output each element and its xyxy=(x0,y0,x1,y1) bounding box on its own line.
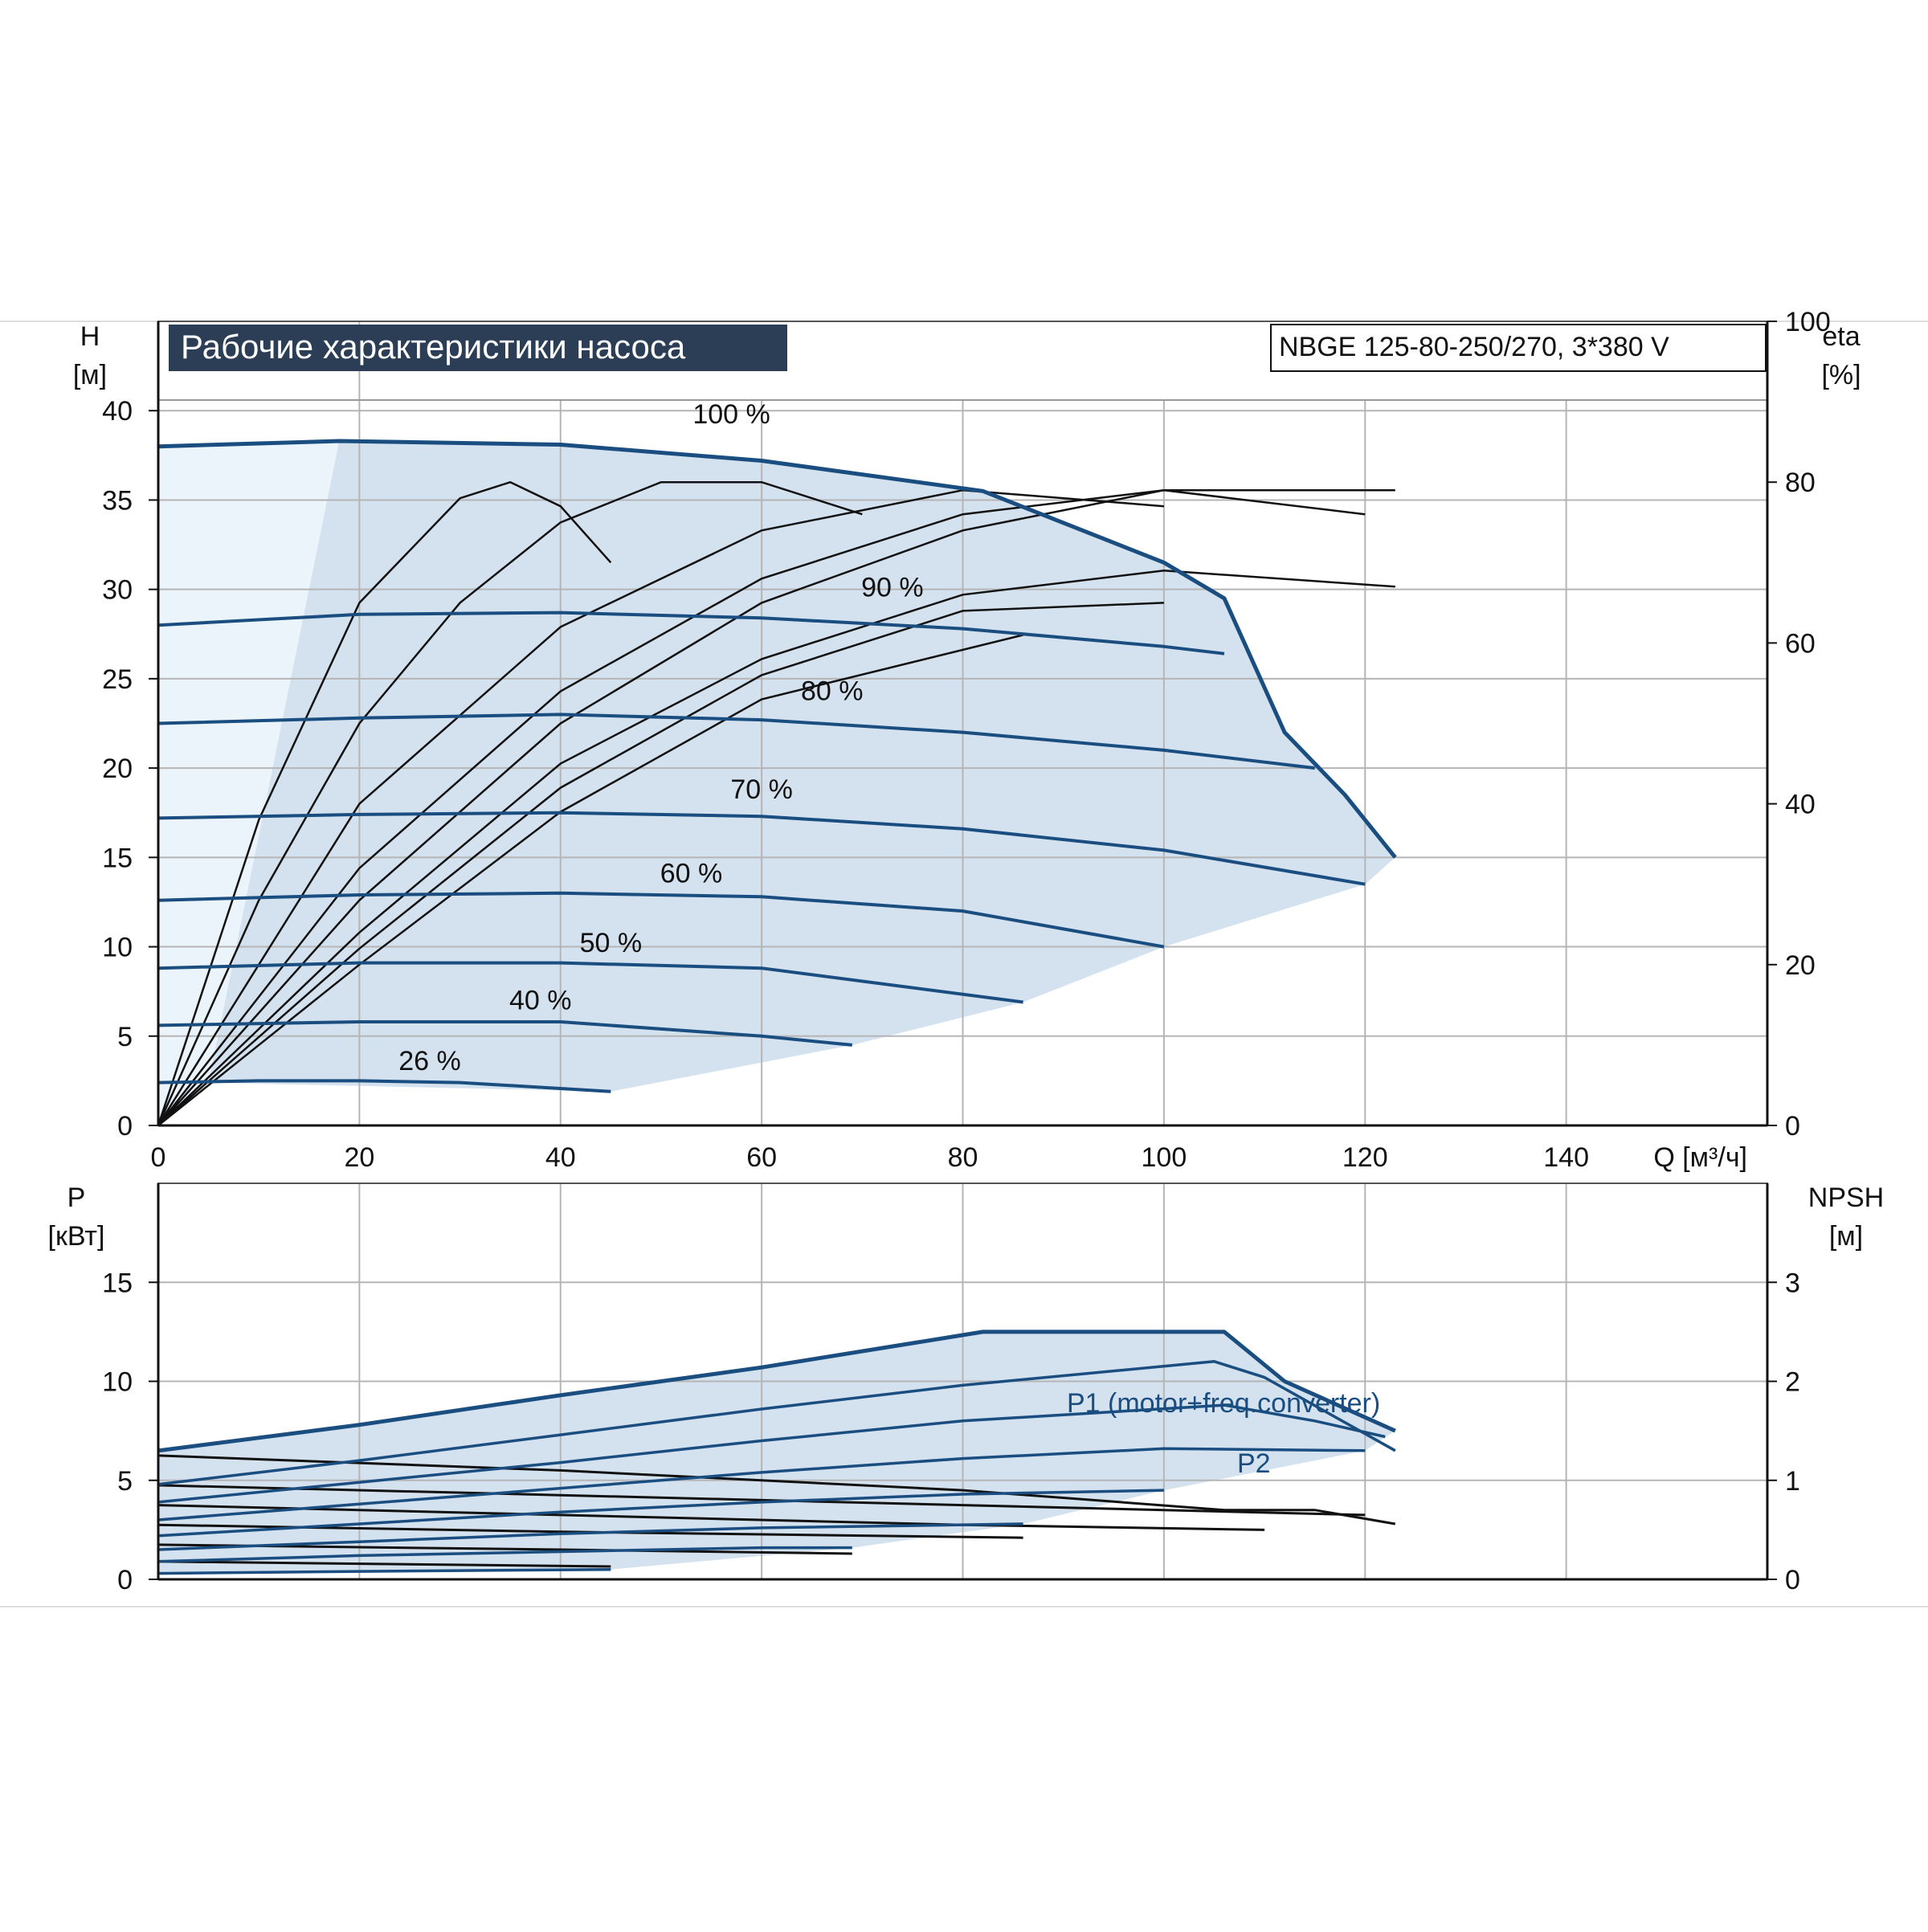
eta-tick-label: 100 xyxy=(1785,307,1831,337)
speed-label: 26 % xyxy=(398,1046,461,1076)
head-axis-label: H xyxy=(80,321,100,352)
efficiency-axis-label: eta xyxy=(1822,321,1860,352)
x-tick-label: 20 xyxy=(344,1142,374,1173)
eta-tick-label: 80 xyxy=(1785,468,1816,498)
npsh-curve xyxy=(157,1560,611,1568)
p-tick-label: 10 xyxy=(102,1367,133,1398)
npsh-tick-label: 0 xyxy=(1785,1565,1800,1595)
head-curve xyxy=(157,439,1397,859)
speed-label: 40 % xyxy=(509,985,572,1015)
p1-label: P1 (motor+freq.converter) xyxy=(1067,1388,1380,1419)
power-curve xyxy=(157,1447,1366,1522)
head-curve xyxy=(157,891,1165,949)
head-curve xyxy=(157,961,1023,1004)
head-curves: 100 % 90 % 80 % 70 % 60 % 50 % 40 % 26 % xyxy=(157,399,1397,1093)
power-curve xyxy=(157,1489,1164,1538)
y-tick-label: 40 xyxy=(102,396,133,427)
x-tick-label: 0 xyxy=(151,1142,166,1173)
speed-label: 50 % xyxy=(580,928,643,958)
p-tick-label: 5 xyxy=(117,1466,133,1497)
power-axis-label: P xyxy=(67,1182,86,1213)
npsh-curve xyxy=(157,1504,1265,1531)
flow-axis-label: Q [м³/ч] xyxy=(1653,1142,1747,1173)
power-curve xyxy=(157,1546,852,1563)
power-curve xyxy=(157,1330,1396,1453)
efficiency-curve xyxy=(157,602,1164,1126)
y-tick-label: 15 xyxy=(102,843,133,873)
npsh-curve xyxy=(157,1543,852,1555)
eta-tick-label: 60 xyxy=(1785,628,1816,659)
chart-title-box xyxy=(169,325,787,371)
head-curve xyxy=(157,1079,611,1093)
power-curve xyxy=(157,1567,611,1575)
y-tick-label: 0 xyxy=(117,1111,133,1142)
power-axis-unit: [кВт] xyxy=(48,1221,105,1252)
power-axis-ticks: 0 5 10 15 0 1 2 3 xyxy=(102,1268,1800,1595)
operating-area-light-band xyxy=(158,441,340,1125)
efficiency-curve xyxy=(157,488,1395,1126)
y-tick-label: 20 xyxy=(102,754,133,784)
npsh-curve xyxy=(157,1484,1366,1517)
npsh-tick-label: 1 xyxy=(1785,1466,1800,1497)
power-curves xyxy=(157,1330,1396,1575)
eta-tick-label: 40 xyxy=(1785,790,1816,820)
x-tick-label: 140 xyxy=(1543,1142,1589,1173)
speed-label: 100 % xyxy=(692,399,770,430)
chart-title: Рабочие характеристики насоса xyxy=(181,328,686,366)
head-curve xyxy=(157,611,1225,656)
npsh-tick-label: 3 xyxy=(1785,1268,1800,1298)
p-tick-label: 0 xyxy=(117,1565,133,1595)
head-grid xyxy=(158,321,1767,1125)
x-tick-label: 60 xyxy=(746,1142,777,1173)
npsh-axis-label: NPSH xyxy=(1808,1182,1884,1213)
model-label: NBGE 125-80-250/270, 3*380 V xyxy=(1279,332,1669,362)
y-tick-label: 25 xyxy=(102,664,133,695)
speed-label: 60 % xyxy=(660,858,723,888)
p2-label: P2 xyxy=(1237,1448,1271,1479)
efficiency-curve xyxy=(157,570,1395,1126)
model-label-box xyxy=(1270,324,1767,372)
npsh-axis-unit: [м] xyxy=(1829,1221,1863,1252)
efficiency-curves xyxy=(157,480,1395,1126)
speed-label: 90 % xyxy=(861,573,924,603)
x-tick-label: 80 xyxy=(948,1142,978,1173)
power-curve xyxy=(157,1403,1386,1504)
x-tick-label: 120 xyxy=(1342,1142,1388,1173)
speed-label: 80 % xyxy=(801,676,864,707)
power-curve xyxy=(157,1522,1023,1551)
y-tick-label: 5 xyxy=(117,1022,133,1052)
p-tick-label: 15 xyxy=(102,1268,133,1298)
efficiency-curve xyxy=(157,480,612,1126)
head-axis-unit: [м] xyxy=(73,360,107,390)
speed-label: 70 % xyxy=(730,774,793,805)
head-curve xyxy=(157,713,1315,770)
eta-tick-label: 20 xyxy=(1785,950,1816,981)
x-tick-label: 100 xyxy=(1142,1142,1187,1173)
eta-tick-label: 0 xyxy=(1785,1111,1800,1142)
efficiency-curve xyxy=(157,488,1164,1126)
y-tick-label: 10 xyxy=(102,933,133,963)
power-curve xyxy=(157,1360,1396,1486)
efficiency-curve xyxy=(157,480,863,1126)
npsh-tick-label: 2 xyxy=(1785,1367,1800,1398)
head-axis-ticks: 0 20 40 60 80 100 120 140 0 5 10 15 20 25 30 35 40 0 20 40 6… xyxy=(102,307,1831,1173)
y-tick-label: 30 xyxy=(102,575,133,606)
head-curve xyxy=(157,811,1366,886)
y-tick-label: 35 xyxy=(102,485,133,516)
power-grid xyxy=(158,1183,1767,1579)
efficiency-axis-unit: [%] xyxy=(1821,360,1861,390)
x-tick-label: 40 xyxy=(545,1142,576,1173)
head-curve xyxy=(157,1020,852,1047)
